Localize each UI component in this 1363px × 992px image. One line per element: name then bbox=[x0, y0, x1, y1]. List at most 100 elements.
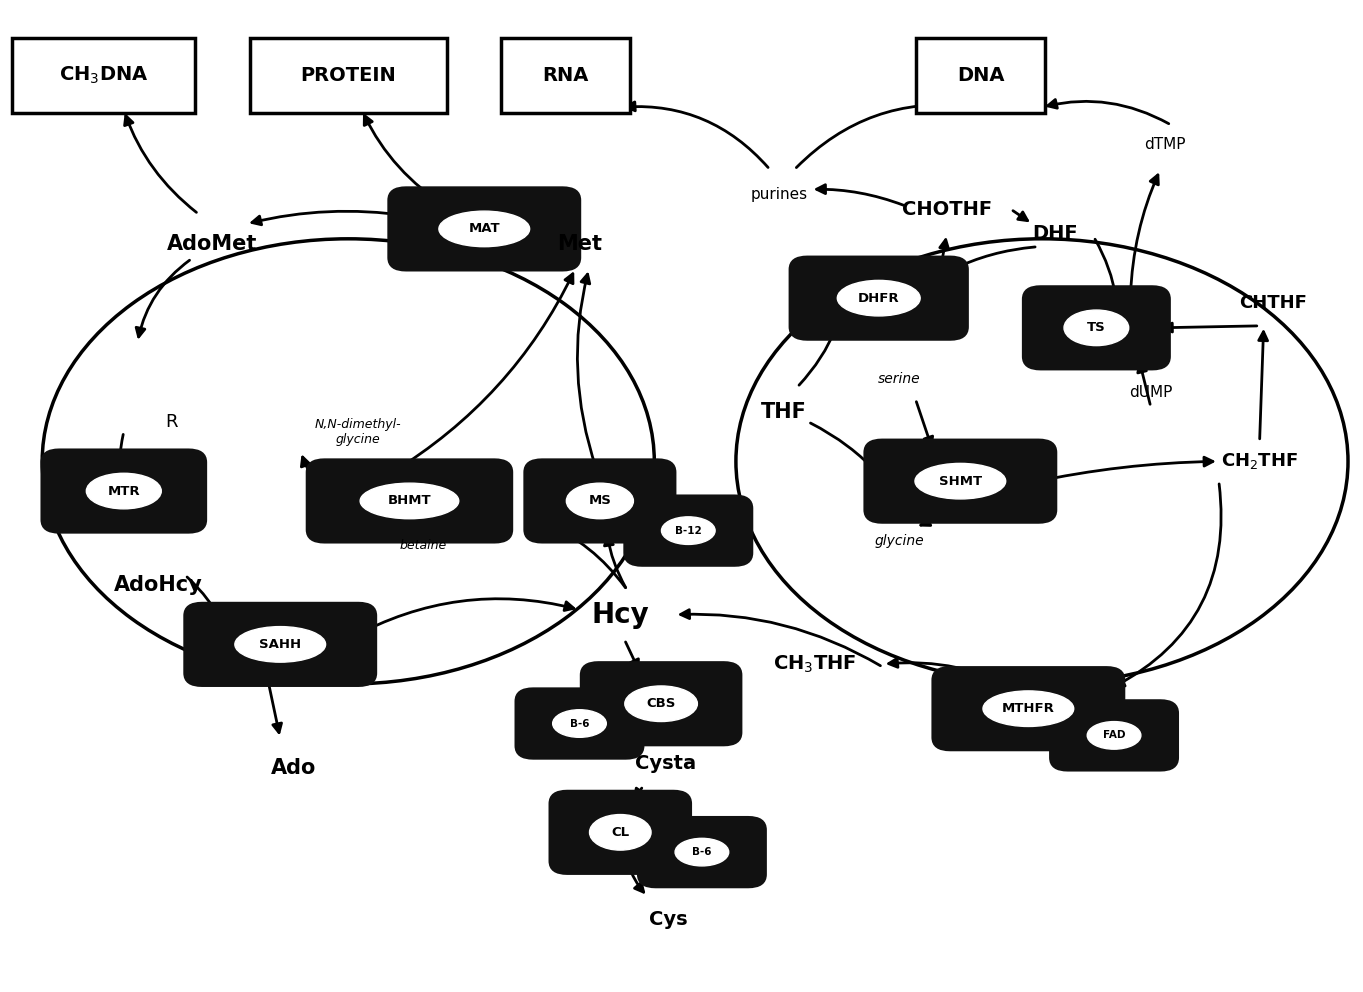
Text: CBS: CBS bbox=[646, 697, 676, 710]
Text: RNA: RNA bbox=[542, 66, 589, 85]
FancyArrowPatch shape bbox=[811, 423, 879, 475]
FancyBboxPatch shape bbox=[388, 187, 581, 271]
Text: CH$_3$THF: CH$_3$THF bbox=[773, 654, 856, 675]
FancyArrowPatch shape bbox=[1164, 323, 1257, 332]
Text: PROTEIN: PROTEIN bbox=[300, 66, 397, 85]
Text: Hcy: Hcy bbox=[592, 601, 649, 629]
FancyArrowPatch shape bbox=[544, 522, 626, 587]
Text: CH$_2$THF: CH$_2$THF bbox=[1221, 451, 1298, 471]
FancyArrowPatch shape bbox=[641, 723, 649, 734]
FancyArrowPatch shape bbox=[350, 599, 574, 638]
Text: MAT: MAT bbox=[469, 222, 500, 235]
Ellipse shape bbox=[360, 483, 459, 519]
FancyArrowPatch shape bbox=[364, 115, 448, 207]
FancyArrowPatch shape bbox=[921, 511, 951, 526]
FancyArrowPatch shape bbox=[124, 116, 196, 212]
Ellipse shape bbox=[1088, 721, 1141, 749]
FancyBboxPatch shape bbox=[932, 668, 1124, 750]
Text: MTHFR: MTHFR bbox=[1002, 702, 1055, 715]
FancyArrowPatch shape bbox=[1013, 210, 1028, 220]
FancyArrowPatch shape bbox=[252, 211, 406, 225]
Text: CHOTHF: CHOTHF bbox=[902, 199, 992, 218]
FancyArrowPatch shape bbox=[1030, 457, 1213, 482]
FancyBboxPatch shape bbox=[1050, 700, 1178, 771]
FancyArrowPatch shape bbox=[626, 642, 638, 669]
Text: B-12: B-12 bbox=[675, 526, 702, 536]
Ellipse shape bbox=[567, 483, 634, 519]
Text: DHF: DHF bbox=[1033, 224, 1078, 243]
FancyArrowPatch shape bbox=[578, 274, 596, 468]
Text: THF: THF bbox=[761, 402, 807, 422]
Text: DNA: DNA bbox=[957, 66, 1005, 85]
FancyBboxPatch shape bbox=[184, 603, 376, 685]
Text: Ado: Ado bbox=[271, 758, 316, 778]
Ellipse shape bbox=[1065, 310, 1129, 345]
FancyArrowPatch shape bbox=[889, 659, 1022, 690]
FancyBboxPatch shape bbox=[515, 688, 643, 759]
Text: glycine: glycine bbox=[874, 534, 924, 548]
Ellipse shape bbox=[915, 463, 1006, 499]
Text: purines: purines bbox=[751, 186, 808, 201]
Ellipse shape bbox=[86, 473, 161, 509]
FancyArrowPatch shape bbox=[119, 434, 129, 530]
Text: MS: MS bbox=[589, 494, 612, 508]
FancyArrowPatch shape bbox=[1115, 484, 1221, 686]
FancyBboxPatch shape bbox=[307, 459, 512, 543]
FancyArrowPatch shape bbox=[916, 402, 932, 446]
FancyArrowPatch shape bbox=[391, 274, 572, 473]
FancyBboxPatch shape bbox=[249, 39, 447, 113]
FancyArrowPatch shape bbox=[564, 217, 574, 226]
FancyArrowPatch shape bbox=[799, 328, 837, 385]
Text: AdoMet: AdoMet bbox=[168, 234, 258, 254]
Text: SHMT: SHMT bbox=[939, 474, 981, 488]
Text: BHMT: BHMT bbox=[387, 494, 431, 508]
FancyBboxPatch shape bbox=[916, 39, 1045, 113]
FancyArrowPatch shape bbox=[680, 610, 880, 666]
Ellipse shape bbox=[552, 709, 607, 737]
FancyBboxPatch shape bbox=[864, 439, 1056, 523]
Text: Cys: Cys bbox=[649, 910, 687, 929]
Ellipse shape bbox=[837, 281, 920, 315]
Ellipse shape bbox=[234, 627, 326, 663]
FancyBboxPatch shape bbox=[581, 663, 741, 745]
Text: MTR: MTR bbox=[108, 484, 140, 498]
FancyArrowPatch shape bbox=[1130, 175, 1159, 296]
Text: SAHH: SAHH bbox=[259, 638, 301, 651]
FancyArrowPatch shape bbox=[136, 260, 189, 337]
FancyArrowPatch shape bbox=[267, 677, 282, 733]
Text: CH$_3$DNA: CH$_3$DNA bbox=[59, 64, 149, 86]
Text: Cysta: Cysta bbox=[635, 754, 695, 773]
FancyArrowPatch shape bbox=[816, 185, 904, 205]
Text: CHTHF: CHTHF bbox=[1239, 294, 1307, 312]
FancyArrowPatch shape bbox=[1138, 363, 1150, 405]
Text: B-6: B-6 bbox=[692, 847, 711, 857]
FancyArrowPatch shape bbox=[1258, 331, 1268, 438]
Text: N,N-dimethyl-
glycine: N,N-dimethyl- glycine bbox=[315, 418, 401, 445]
FancyArrowPatch shape bbox=[951, 247, 1035, 270]
Ellipse shape bbox=[675, 838, 729, 866]
FancyBboxPatch shape bbox=[502, 39, 631, 113]
Ellipse shape bbox=[590, 814, 652, 850]
FancyArrowPatch shape bbox=[635, 788, 643, 798]
Text: R: R bbox=[165, 413, 177, 431]
FancyArrowPatch shape bbox=[301, 457, 326, 497]
Text: dTMP: dTMP bbox=[1144, 137, 1186, 153]
FancyBboxPatch shape bbox=[1022, 287, 1169, 369]
Text: DHFR: DHFR bbox=[857, 292, 900, 305]
Text: betaine: betaine bbox=[399, 539, 447, 552]
Ellipse shape bbox=[624, 685, 698, 721]
FancyArrowPatch shape bbox=[604, 537, 626, 587]
FancyBboxPatch shape bbox=[638, 817, 766, 887]
FancyArrowPatch shape bbox=[626, 102, 769, 168]
Text: TS: TS bbox=[1088, 321, 1105, 334]
FancyArrowPatch shape bbox=[940, 240, 949, 270]
FancyBboxPatch shape bbox=[624, 496, 752, 565]
FancyBboxPatch shape bbox=[549, 791, 691, 874]
Text: AdoHcy: AdoHcy bbox=[113, 575, 202, 595]
Text: dUMP: dUMP bbox=[1129, 385, 1172, 400]
FancyArrowPatch shape bbox=[796, 101, 968, 168]
FancyArrowPatch shape bbox=[1094, 239, 1119, 298]
FancyBboxPatch shape bbox=[12, 39, 195, 113]
Text: Met: Met bbox=[557, 234, 602, 254]
Text: CL: CL bbox=[611, 825, 630, 839]
